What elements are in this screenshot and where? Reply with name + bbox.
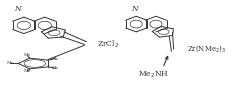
Text: Me: Me xyxy=(51,66,58,70)
Text: Me: Me xyxy=(24,54,31,57)
Text: Me$_2$NH: Me$_2$NH xyxy=(138,70,169,80)
Text: Me: Me xyxy=(6,62,14,65)
Text: ZrCl$_2$: ZrCl$_2$ xyxy=(96,38,119,50)
Text: N: N xyxy=(14,5,21,13)
Text: Me: Me xyxy=(51,57,58,61)
Text: Zr(NMe$_2$)$_3$: Zr(NMe$_2$)$_3$ xyxy=(187,43,226,54)
Text: N: N xyxy=(131,5,137,13)
Text: Me: Me xyxy=(24,70,31,73)
